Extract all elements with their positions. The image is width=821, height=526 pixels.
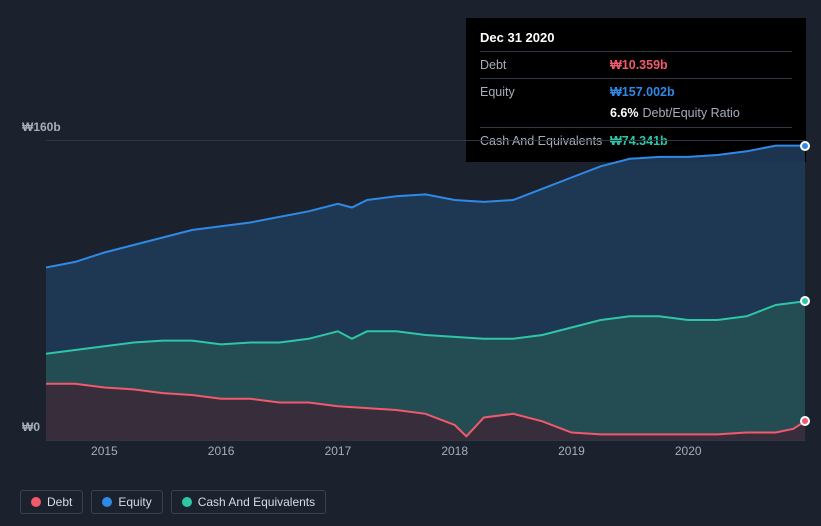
- y-tick-min: ₩0: [22, 420, 40, 434]
- tooltip-row-equity: Equity ₩157.002b: [480, 82, 792, 103]
- divider: [480, 78, 792, 79]
- x-tick: 2017: [325, 444, 352, 458]
- tooltip-row-debt: Debt ₩10.359b: [480, 55, 792, 76]
- legend-item-cash[interactable]: Cash And Equivalents: [171, 490, 326, 514]
- x-tick: 2015: [91, 444, 118, 458]
- legend-swatch: [31, 497, 41, 507]
- series-end-marker: [800, 296, 810, 306]
- y-tick-max: ₩160b: [22, 120, 61, 134]
- x-tick: 2016: [208, 444, 235, 458]
- legend-swatch: [182, 497, 192, 507]
- legend-swatch: [102, 497, 112, 507]
- chart-plot[interactable]: [46, 140, 805, 440]
- tooltip-value: ₩157.002b: [610, 83, 675, 102]
- chart-svg: [46, 140, 805, 440]
- series-end-marker: [800, 141, 810, 151]
- tooltip-value: ₩10.359b: [610, 56, 668, 75]
- tooltip-date: Dec 31 2020: [480, 28, 792, 48]
- x-axis: 2015 2016 2017 2018 2019 2020: [16, 444, 805, 464]
- divider: [480, 51, 792, 52]
- legend-item-equity[interactable]: Equity: [91, 490, 162, 514]
- tooltip-label: Equity: [480, 83, 610, 102]
- x-tick: 2020: [675, 444, 702, 458]
- series-end-marker: [800, 416, 810, 426]
- legend-label: Debt: [47, 495, 72, 509]
- x-tick: 2018: [441, 444, 468, 458]
- x-tick: 2019: [558, 444, 585, 458]
- legend-label: Equity: [118, 495, 151, 509]
- gridline: [46, 440, 805, 441]
- chart-legend: Debt Equity Cash And Equivalents: [20, 490, 326, 514]
- legend-item-debt[interactable]: Debt: [20, 490, 83, 514]
- tooltip-label: Debt: [480, 56, 610, 75]
- legend-label: Cash And Equivalents: [198, 495, 315, 509]
